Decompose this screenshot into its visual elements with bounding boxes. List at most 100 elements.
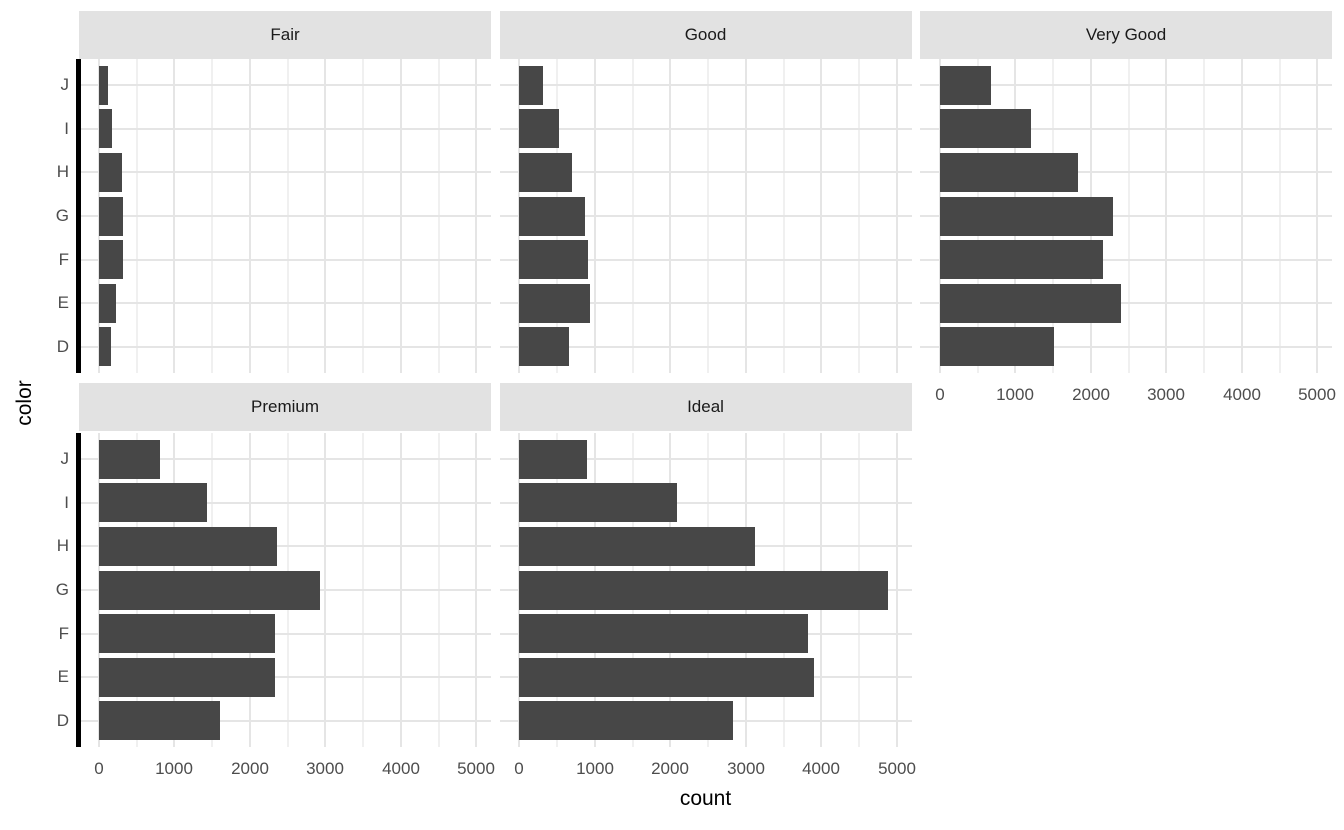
gridline-y-I <box>79 127 491 130</box>
facet-panel-fair <box>79 59 491 373</box>
gridline-y-G <box>920 215 1332 217</box>
facet-panel-good <box>499 59 912 373</box>
bar-ideal-i <box>519 483 678 522</box>
y-tick-label-G-row0: G <box>55 206 69 225</box>
y-tick-label-H-row1: H <box>56 536 69 555</box>
bar-very-good-d <box>939 327 1055 366</box>
y-axis-line-row0 <box>76 59 81 373</box>
y-tick-label-D-row1: D <box>56 711 69 730</box>
bar-good-e <box>519 284 590 323</box>
facet-panel-very-good <box>920 59 1332 373</box>
bar-very-good-h <box>939 153 1078 192</box>
bar-fair-i <box>98 109 113 148</box>
bar-ideal-h <box>519 527 755 566</box>
facet-panel-ideal <box>499 433 912 747</box>
gridline-y-J <box>499 84 912 87</box>
bar-good-j <box>519 66 543 105</box>
bar-premium-i <box>98 483 207 522</box>
gridline-y-H <box>79 545 491 548</box>
x-tick-label-premium-0: 0 <box>94 759 104 778</box>
bar-good-h <box>519 153 573 192</box>
y-tick-label-F-row1: F <box>58 624 69 643</box>
x-tick-label-ideal-2000: 2000 <box>651 759 689 778</box>
bar-good-d <box>519 327 570 366</box>
gridline-y-J <box>499 458 912 461</box>
x-tick-label-very-good-3000: 3000 <box>1147 385 1185 404</box>
y-tick-label-D-row0: D <box>56 337 69 356</box>
x-tick-label-very-good-5000: 5000 <box>1298 385 1336 404</box>
gridline-y-J <box>920 84 1332 87</box>
x-tick-label-ideal-0: 0 <box>514 759 524 778</box>
gridline-y-H <box>79 171 491 174</box>
bar-good-f <box>519 240 589 279</box>
bar-good-g <box>519 197 586 236</box>
bar-very-good-g <box>939 197 1114 236</box>
gridline-y-J <box>79 84 491 87</box>
bar-fair-d <box>98 327 112 366</box>
gridline-y-D <box>79 345 491 348</box>
gridline-y-E <box>499 302 912 305</box>
gridline-y-J <box>79 458 491 461</box>
y-tick-label-J-row1: J <box>60 449 70 468</box>
x-tick-label-premium-2000: 2000 <box>231 759 269 778</box>
x-tick-label-ideal-5000: 5000 <box>878 759 916 778</box>
gridline-y-D <box>79 719 491 722</box>
bar-premium-e <box>98 658 276 697</box>
bar-premium-g <box>98 571 320 610</box>
gridline-y-H <box>499 171 912 174</box>
y-tick-label-G-row1: G <box>55 580 69 599</box>
x-tick-label-very-good-4000: 4000 <box>1223 385 1261 404</box>
y-axis-title: color <box>13 380 36 426</box>
y-tick-label-H-row0: H <box>56 162 69 181</box>
facet-strip-very-good: Very Good <box>920 11 1332 59</box>
bar-fair-g <box>98 197 123 236</box>
bar-premium-j <box>98 440 160 479</box>
bar-ideal-f <box>519 614 809 653</box>
gridline-y-D <box>499 345 912 348</box>
x-tick-label-premium-5000: 5000 <box>457 759 495 778</box>
gridline-y-F <box>499 258 912 261</box>
y-tick-label-I-row1: I <box>64 493 69 512</box>
gridline-y-I <box>499 127 912 130</box>
gridline-y-E <box>920 302 1332 305</box>
bar-ideal-e <box>519 658 814 697</box>
x-axis-title: count <box>679 787 732 810</box>
y-tick-label-F-row0: F <box>58 250 69 269</box>
y-tick-label-J-row0: J <box>60 75 70 94</box>
x-tick-label-very-good-0: 0 <box>935 385 945 404</box>
bar-premium-f <box>98 614 275 653</box>
x-tick-label-ideal-3000: 3000 <box>727 759 765 778</box>
bar-premium-h <box>98 527 278 566</box>
x-tick-label-ideal-1000: 1000 <box>576 759 614 778</box>
y-tick-label-E-row1: E <box>57 667 69 686</box>
bar-very-good-f <box>939 240 1104 279</box>
bar-very-good-j <box>939 66 992 105</box>
bar-ideal-g <box>519 571 889 610</box>
bar-fair-f <box>98 240 123 279</box>
y-axis-line-row1 <box>76 433 81 747</box>
gridline-y-H <box>920 171 1332 174</box>
facet-strip-premium: Premium <box>79 383 491 431</box>
x-tick-label-ideal-4000: 4000 <box>802 759 840 778</box>
gridline-y-I <box>499 501 912 504</box>
facet-strip-good: Good <box>499 11 912 59</box>
gridline-y-F <box>920 258 1332 261</box>
y-tick-label-I-row0: I <box>64 119 69 138</box>
gridline-y-I <box>79 501 491 504</box>
x-tick-label-very-good-2000: 2000 <box>1072 385 1110 404</box>
gridline-y-F <box>79 258 491 261</box>
bar-ideal-j <box>519 440 588 479</box>
gridline-y-F <box>79 632 491 635</box>
bar-fair-e <box>98 284 116 323</box>
x-tick-label-premium-3000: 3000 <box>306 759 344 778</box>
gridline-y-D <box>920 345 1332 348</box>
gridline-y-I <box>920 127 1332 130</box>
gridline-y-E <box>79 302 491 305</box>
gridline-y-G <box>499 215 912 217</box>
x-tick-label-very-good-1000: 1000 <box>996 385 1034 404</box>
bar-very-good-i <box>939 109 1031 148</box>
y-tick-label-E-row0: E <box>57 293 69 312</box>
bar-good-i <box>519 109 559 148</box>
facet-strip-ideal: Ideal <box>499 383 912 431</box>
